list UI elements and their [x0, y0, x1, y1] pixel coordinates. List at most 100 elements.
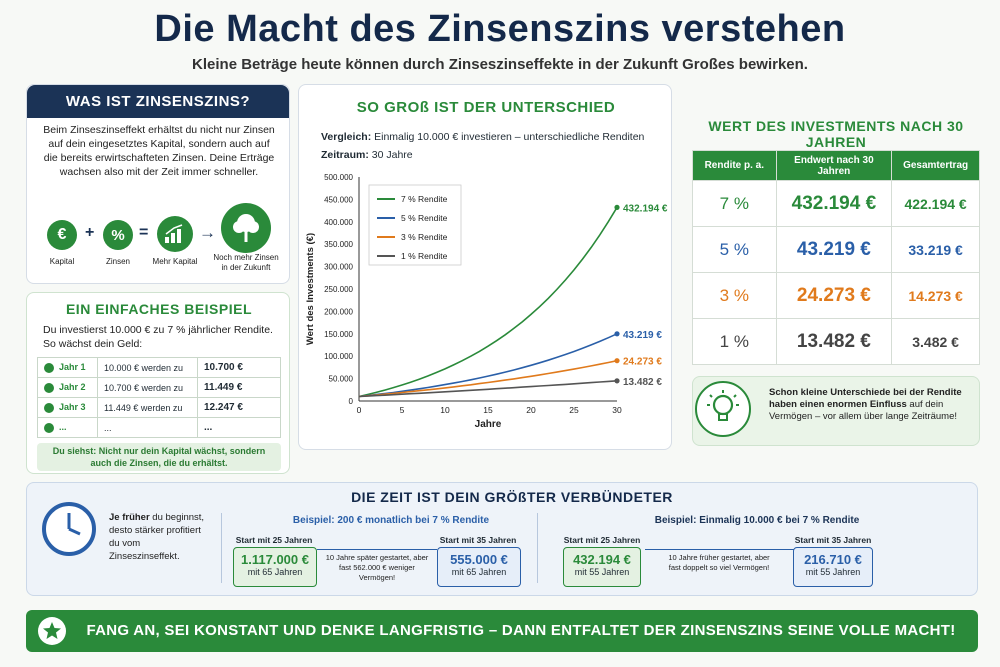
tip-rest: auf dein Vermögen – vor allem über lange…: [769, 399, 957, 422]
table-row: 3 % 24.273 €14.273 €: [692, 272, 980, 319]
time-example1-title: Beispiel: 200 € monatlich bei 7 % Rendit…: [292, 515, 490, 526]
period-line: Zeitraum: 30 Jahre: [321, 149, 413, 161]
compare-text: Einmalig 10.000 € investieren – untersch…: [374, 131, 645, 143]
time-example1-value-b: 555.000 €: [450, 552, 508, 567]
chart-section-title: SO GROß IST DER UNTERSCHIED: [356, 99, 616, 116]
invest-header-end: Endwert nach 30 Jahren: [775, 150, 893, 181]
invest-header-rate: Rendite p. a.: [692, 150, 777, 181]
example-year-cell: Jahr 2: [37, 377, 98, 398]
time-left-rest: du beginnst, desto stärker profitiert du…: [109, 512, 205, 562]
table-row: Jahr 3 11.449 € werden zu 12.247 €: [37, 397, 281, 418]
label-kapital: Kapital: [49, 257, 75, 266]
time-example2-box-b: 216.710 € mit 55 Jahren: [793, 547, 873, 587]
y-tick-label: 50.000: [329, 375, 354, 384]
time-example2-middle: 10 Jahre früher gestartet, aber fast dop…: [668, 553, 770, 572]
period-text: 30 Jahre: [371, 149, 413, 161]
y-tick-label: 200.000: [324, 307, 353, 316]
time-example1-box-b: 555.000 € mit 65 Jahren: [437, 547, 521, 587]
x-tick-label: 30: [612, 405, 622, 415]
series-end-point: [614, 331, 620, 337]
series-line-1: [358, 206, 618, 398]
example-to: 11.449 €: [197, 377, 281, 398]
label-noch-mehr-zinsen: Noch mehr Zinsen in der Zukunft: [213, 253, 279, 272]
x-tick-label: 5: [400, 405, 405, 415]
time-example1-sub-a: mit 65 Jahren: [247, 567, 303, 577]
tree-icon: [44, 422, 54, 433]
y-tick-label: 450.000: [324, 195, 353, 204]
tree-icon: [44, 402, 54, 413]
footer-text: FANG AN, SEI KONSTANT UND DENKE LANGFRIS…: [86, 622, 956, 639]
invest-end: 24.273 €: [775, 272, 893, 319]
y-tick-label: 100.000: [324, 352, 353, 361]
percent-icon: %: [103, 220, 133, 250]
tip-card: Schon kleine Unterschiede bei der Rendit…: [692, 376, 980, 446]
time-example1-sub-b: mit 65 Jahren: [451, 567, 507, 577]
time-example2-value-b: 216.710 €: [804, 552, 862, 567]
example-to: 12.247 €: [197, 397, 281, 418]
x-tick-label: 25: [569, 405, 579, 415]
y-tick-label: 400.000: [324, 218, 353, 227]
series-line-3: [358, 359, 618, 398]
invest-gain: 3.482 €: [891, 318, 980, 365]
table-row: 5 % 43.219 €33.219 €: [692, 226, 980, 273]
x-tick-label: 20: [526, 405, 536, 415]
series-end-label: 13.482 €: [623, 377, 662, 388]
y-axis-label: Wert des Investments (€): [305, 233, 316, 345]
seedling-hand-icon: [44, 362, 54, 373]
time-example2-sub-a: mit 55 Jahren: [574, 567, 630, 577]
time-example1-value-a: 1.117.000 €: [241, 552, 309, 567]
time-title: DIE ZEIT IST DEIN GRÖßTER VERBÜNDETER: [351, 489, 673, 505]
example-from: ...: [97, 417, 198, 438]
time-example2-title: Beispiel: Einmalig 10.000 € bei 7 % Rend…: [654, 515, 860, 526]
example-year-cell: Jahr 3: [37, 397, 98, 418]
series-line-2: [358, 333, 618, 398]
example-year-cell: ...: [37, 417, 98, 438]
example-from: 10.000 € werden zu: [97, 357, 198, 378]
arrow-operator: →: [199, 223, 216, 242]
invest-header-gain: Gesamtertrag: [891, 150, 980, 181]
y-tick-label: 150.000: [324, 330, 353, 339]
invest-end: 13.482 €: [775, 318, 893, 365]
y-tick-label: 0: [349, 397, 354, 406]
time-left-bold: Je früher: [109, 512, 150, 523]
example-year-cell: Jahr 1: [37, 357, 98, 378]
equals-operator: =: [139, 224, 149, 241]
series-end-label: 432.194 €: [623, 203, 668, 214]
time-example1-box-a: 1.117.000 € mit 65 Jahren: [233, 547, 317, 587]
invest-rate: 1 %: [692, 318, 777, 365]
time-example2-start-a: Start mit 25 Jahren: [563, 535, 641, 545]
example-card: EIN EINFACHES BEISPIEL Du investierst 10…: [26, 292, 290, 474]
invest-end: 432.194 €: [775, 180, 893, 227]
series-end-label: 24.273 €: [623, 357, 662, 368]
series-end-point: [614, 378, 620, 384]
what-is-text: Beim Zinseszinseffekt erhältst du nicht …: [43, 124, 275, 178]
y-tick-label: 350.000: [324, 240, 353, 249]
what-is-title: WAS IST ZINSENSZINS?: [27, 85, 289, 118]
example-to: ...: [197, 417, 281, 438]
example-to: 10.700 €: [197, 357, 281, 378]
growth-chart-icon: [157, 216, 193, 252]
invest-rate: 5 %: [692, 226, 777, 273]
invest-table-title: WERT DES INVESTMENTS NACH 30 JAHREN: [708, 118, 964, 150]
invest-gain: 422.194 €: [891, 180, 980, 227]
time-example1-arrow: [317, 549, 437, 550]
time-example1-start-a: Start mit 25 Jahren: [235, 535, 313, 545]
invest-gain: 33.219 €: [891, 226, 980, 273]
table-row: Jahr 2 10.700 € werden zu 11.449 €: [37, 377, 281, 398]
legend-entry: 5 % Rendite: [401, 213, 448, 223]
invest-gain: 14.273 €: [891, 272, 980, 319]
series-end-point: [614, 204, 620, 210]
series-line-4: [358, 380, 618, 398]
clock-icon: [41, 501, 97, 557]
tree-icon: [221, 203, 271, 253]
growth-line-chart: 0 50.000 100.000 150.000 200.000 250.000 300.0…: [305, 173, 668, 430]
series-end-label: 43.219 €: [623, 330, 662, 341]
example-intro: Du investierst 10.000 € zu 7 % jährliche…: [43, 324, 273, 350]
sprout-icon: [44, 382, 54, 393]
example-year: ...: [59, 422, 67, 433]
legend-entry: 3 % Rendite: [401, 232, 448, 242]
example-note: Du siehst: Nicht nur dein Kapital wächst…: [37, 443, 281, 471]
page-title: Die Macht des Zinsenszins verstehen: [154, 8, 846, 50]
x-tick-label: 0: [357, 405, 362, 415]
example-year: Jahr 3: [59, 402, 86, 413]
